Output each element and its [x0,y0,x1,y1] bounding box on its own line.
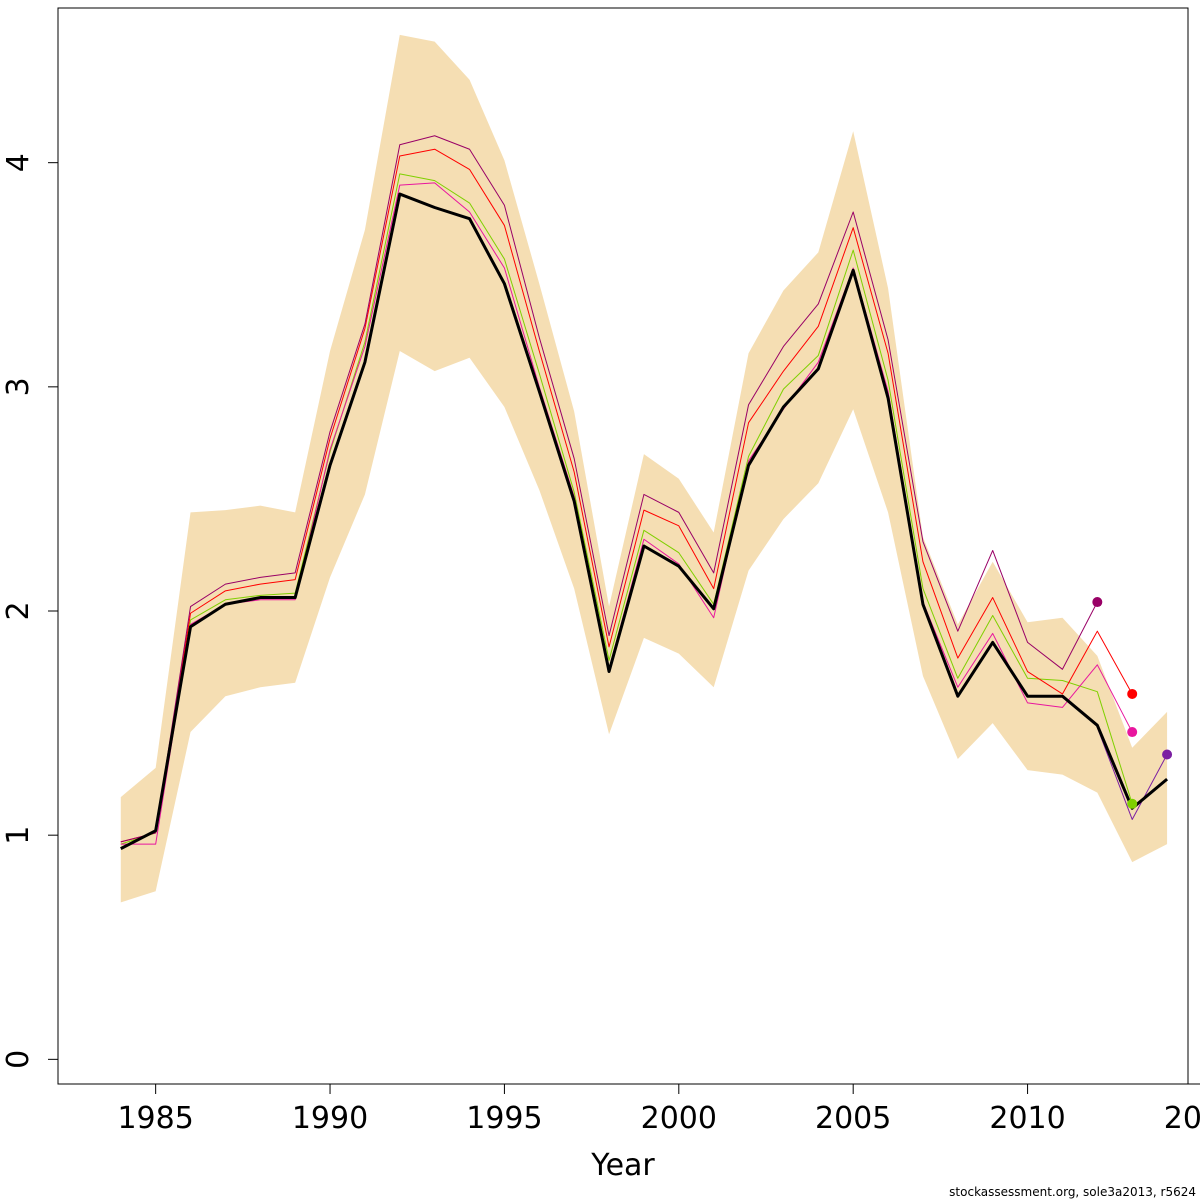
series-end-point-4 [1092,597,1103,608]
x-tick-label: 2005 [815,1101,891,1136]
credit-text: stockassessment.org, sole3a2013, r5624 [949,1185,1196,1199]
x-tick-label: 2010 [989,1101,1065,1136]
x-tick-label: 2015 [1164,1101,1200,1136]
y-tick-label: 1 [1,826,36,845]
series-end-point-1 [1127,798,1138,809]
x-axis-title: Year [590,1148,655,1183]
series-line-0 [120,192,1169,850]
series-line-4 [120,135,1098,843]
confidence-band-layer [120,34,1168,903]
series-layer [120,135,1169,850]
x-tick-label: 2000 [641,1101,717,1136]
axes: 1985 1990 1995 2000 2005 2010 2015 0 1 2 3 4 [1,153,1200,1136]
confidence-band [120,34,1168,903]
series-line-5 [1096,727,1168,820]
x-tick-label: 1990 [292,1101,368,1136]
series-line-3 [120,148,1133,843]
x-tick-label: 1985 [117,1101,193,1136]
y-tick-label: 4 [1,153,36,172]
series-end-point-2 [1127,727,1138,738]
y-tick-label: 0 [1,1050,36,1069]
y-tick-label: 3 [1,377,36,396]
end-point-layer [1092,597,1173,809]
series-end-point-5 [1162,749,1173,760]
x-tick-label: 1995 [466,1101,542,1136]
y-tick-label: 2 [1,601,36,620]
series-end-point-3 [1127,688,1138,699]
series-line-1 [120,173,1133,845]
